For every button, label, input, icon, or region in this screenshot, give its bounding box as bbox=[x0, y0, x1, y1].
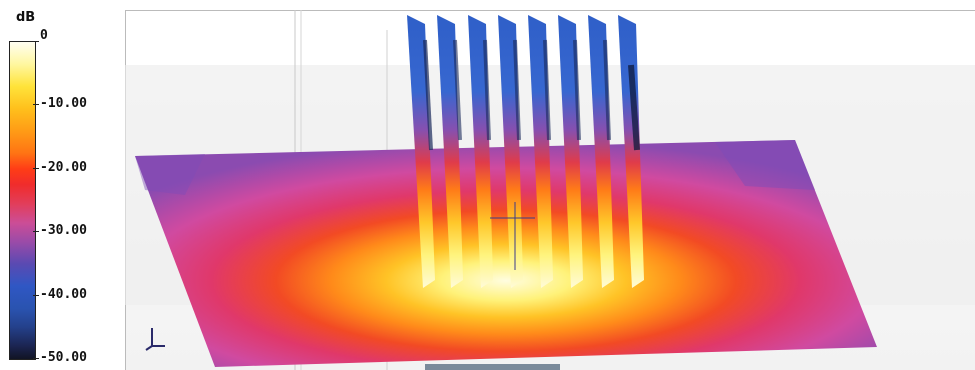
plane-corner-shade bbox=[715, 140, 815, 190]
legend-tick-label: -10.00 bbox=[40, 96, 87, 112]
fin bbox=[618, 15, 644, 288]
fin-streak bbox=[628, 64, 640, 151]
color-legend: dB 0 -10.00 -20.00 -30.00 -40.00 -50.00 bbox=[0, 0, 125, 370]
fin-streak bbox=[573, 39, 581, 141]
fin-streak bbox=[513, 39, 521, 141]
legend-tick bbox=[33, 167, 39, 169]
fin-streak bbox=[453, 39, 462, 141]
fin bbox=[407, 15, 435, 288]
fin-streak bbox=[483, 39, 491, 141]
colorbar bbox=[9, 41, 36, 360]
scene-top-band bbox=[125, 10, 975, 65]
legend-tick bbox=[33, 358, 39, 359]
legend-tick-label: -30.00 bbox=[40, 223, 87, 239]
fin-streak bbox=[543, 39, 551, 141]
field-visualization bbox=[125, 10, 975, 370]
legend-tick-label: 0 bbox=[40, 28, 48, 43]
legend-tick bbox=[33, 231, 39, 233]
legend-tick-label: -40.00 bbox=[40, 286, 87, 302]
fin-streak bbox=[603, 39, 611, 141]
legend-tick bbox=[33, 294, 39, 296]
antenna-fins bbox=[407, 15, 644, 288]
ground-plane bbox=[135, 140, 877, 367]
legend-unit-label: dB bbox=[16, 10, 36, 25]
axis-triad-icon bbox=[145, 328, 165, 351]
legend-tick-label: -50.00 bbox=[40, 350, 87, 365]
legend-tick bbox=[33, 104, 39, 106]
legend-tick bbox=[33, 41, 39, 42]
legend-tick-label: -20.00 bbox=[40, 159, 87, 175]
plane-corner-shade bbox=[135, 154, 205, 195]
array-base bbox=[425, 364, 560, 370]
fin-streak bbox=[423, 39, 433, 151]
